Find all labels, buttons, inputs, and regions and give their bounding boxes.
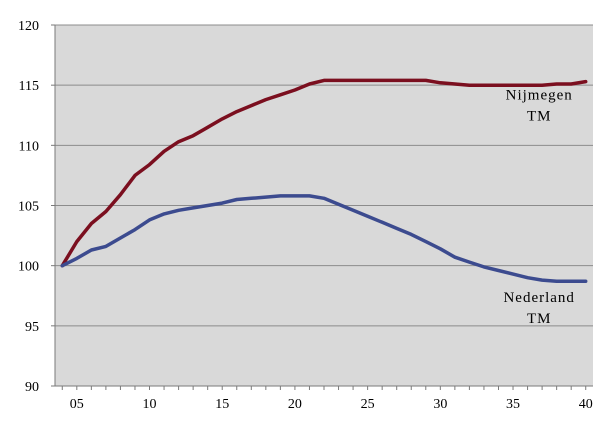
- y-axis-ticks: 90 95 100 105 110 115 120: [18, 19, 55, 395]
- x-tick-label: 20: [288, 397, 302, 412]
- y-tick-label: 110: [19, 139, 39, 154]
- y-tick-label: 120: [18, 19, 39, 34]
- x-tick-label: 35: [506, 397, 520, 412]
- x-tick-label: 15: [215, 397, 229, 412]
- y-tick-label: 100: [18, 260, 39, 275]
- x-tick-label: 10: [143, 397, 157, 412]
- y-tick-label: 105: [18, 200, 39, 215]
- x-tick-label: 25: [361, 397, 375, 412]
- x-tick-label: 05: [70, 397, 84, 412]
- series-line-nijmegen: [60, 78, 588, 268]
- x-axis-ticks: 05 10 15 20 25 30 35 40: [61, 386, 593, 412]
- series-line-nederland: [60, 194, 588, 284]
- series-label-nijmegen: Nijmegen TM: [506, 88, 573, 125]
- series-label-nederland: Nederland TM: [503, 290, 574, 327]
- x-tick-label: 40: [579, 397, 593, 412]
- gridlines: [55, 24, 593, 327]
- y-tick-label: 90: [25, 380, 39, 395]
- series-lines: [60, 78, 588, 284]
- y-tick-label: 115: [19, 79, 39, 94]
- x-tick-label: 30: [433, 397, 447, 412]
- series-labels: Nijmegen TM Nederland TM: [503, 88, 574, 327]
- y-tick-label: 95: [25, 320, 39, 335]
